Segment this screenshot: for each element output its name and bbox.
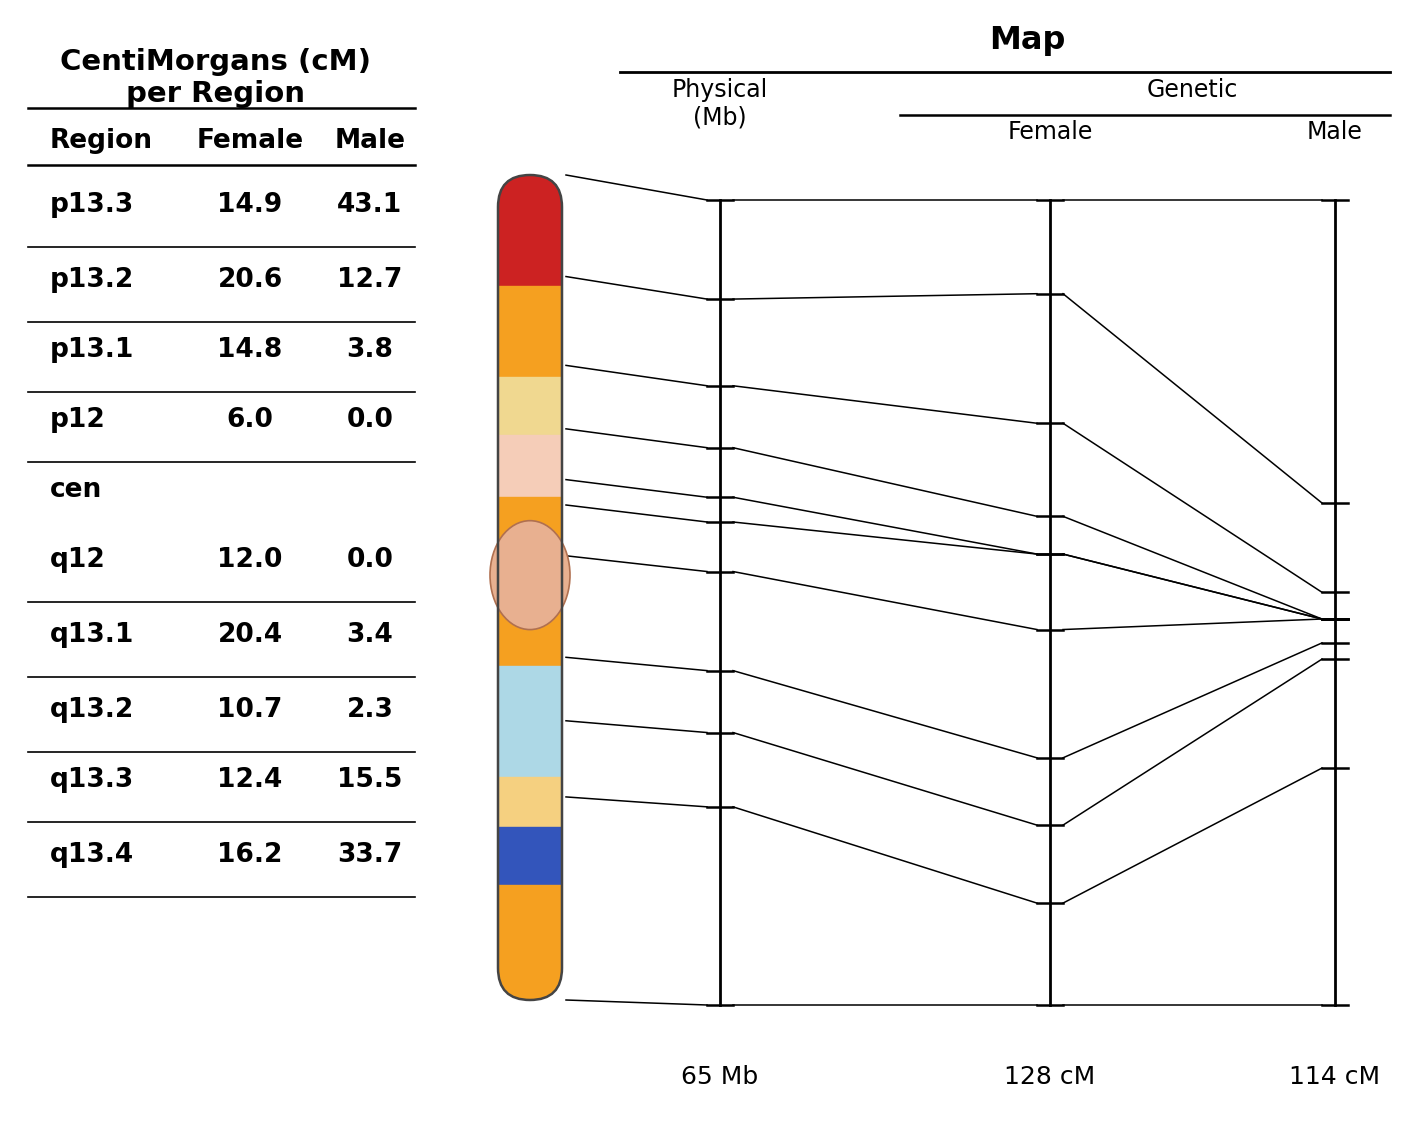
Text: 6.0: 6.0 [226,407,273,433]
Text: q13.1: q13.1 [51,622,135,648]
Bar [498,666,562,777]
Bar [498,287,562,377]
Text: 10.7: 10.7 [218,697,283,724]
Text: 14.9: 14.9 [218,192,283,218]
FancyBboxPatch shape [498,175,562,1000]
Text: Genetic: Genetic [1147,78,1239,102]
Bar [498,551,562,600]
Text: 12.7: 12.7 [337,267,402,293]
Ellipse shape [491,521,569,630]
Bar [498,777,562,826]
Text: 65 Mb: 65 Mb [682,1065,759,1089]
Text: 114 cM: 114 cM [1289,1065,1381,1089]
Bar [498,497,562,551]
Text: 14.8: 14.8 [218,337,283,363]
Text: Male: Male [1308,120,1362,144]
Text: p13.3: p13.3 [51,192,134,218]
Text: q12: q12 [51,547,105,573]
Text: 2.3: 2.3 [346,697,394,724]
Bar [498,175,562,287]
Bar [498,377,562,434]
Text: 20.4: 20.4 [218,622,283,648]
Text: 128 cM: 128 cM [1004,1065,1095,1089]
Text: 20.6: 20.6 [218,267,283,293]
Text: p12: p12 [51,407,105,433]
Text: Region: Region [51,128,153,154]
Text: 12.0: 12.0 [218,547,283,573]
Text: p13.2: p13.2 [51,267,134,293]
Text: 43.1: 43.1 [337,192,402,218]
Text: 3.4: 3.4 [347,622,394,648]
Bar [498,434,562,497]
Text: 12.4: 12.4 [218,767,283,793]
Text: 0.0: 0.0 [346,547,394,573]
Text: q13.4: q13.4 [51,842,134,868]
Text: Male: Male [335,128,405,154]
Text: 0.0: 0.0 [346,407,394,433]
Text: Map: Map [990,25,1066,56]
Text: cen: cen [51,477,103,503]
Text: 16.2: 16.2 [218,842,283,868]
Text: p13.1: p13.1 [51,337,135,363]
Text: CentiMorgans (cM)
per Region: CentiMorgans (cM) per Region [59,48,371,109]
Text: q13.2: q13.2 [51,697,134,724]
Bar [498,885,562,1000]
Text: q13.3: q13.3 [51,767,134,793]
Text: Female: Female [197,128,304,154]
Text: 3.8: 3.8 [346,337,394,363]
Text: 33.7: 33.7 [337,842,402,868]
Text: Physical
(Mb): Physical (Mb) [672,78,768,130]
Text: Female: Female [1007,120,1092,144]
Text: 15.5: 15.5 [337,767,402,793]
Bar [498,826,562,885]
Bar [498,600,562,666]
